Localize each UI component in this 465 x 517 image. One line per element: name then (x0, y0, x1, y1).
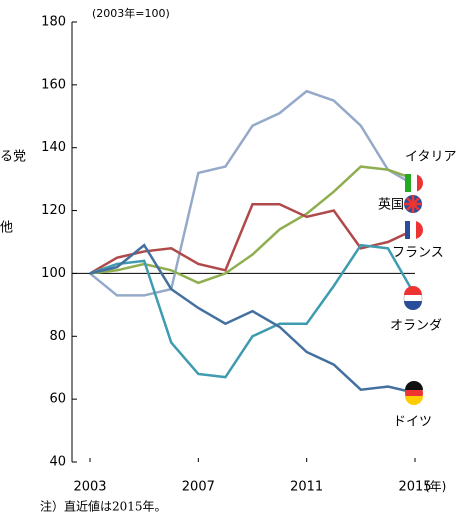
series-line (89, 89, 416, 297)
x-tick-label: 2015 (398, 480, 431, 495)
y-tick-label: 140 (41, 140, 66, 155)
flag-part (405, 174, 411, 192)
flag-part (411, 174, 417, 192)
x-unit: (年) (425, 480, 446, 494)
flag-part (410, 221, 416, 239)
y-tick-label: 40 (49, 455, 66, 470)
series-label: ドイツ (393, 415, 432, 430)
subtitle: (2003年=100) (92, 6, 170, 20)
series-line (89, 165, 416, 285)
flag-part (405, 381, 423, 390)
y-tick-label: 160 (41, 77, 66, 92)
series-line (89, 203, 416, 275)
series-line (89, 243, 416, 395)
flag-part (405, 221, 412, 239)
series-label: 英国 (378, 198, 404, 213)
y-tick-label: 120 (41, 203, 66, 218)
x-tick-label: 2003 (73, 480, 106, 495)
y-tick-label: 180 (41, 15, 66, 30)
series-label: イタリア (405, 150, 456, 165)
x-tick-label: 2007 (182, 480, 215, 495)
flag-part (404, 301, 422, 310)
series-label: オランダ (390, 319, 442, 334)
y-tick-label: 60 (49, 392, 66, 407)
y-tick-label: 100 (41, 266, 66, 281)
left-fragment: る党 (0, 150, 26, 165)
x-tick-label: 2011 (290, 480, 323, 495)
series-line (89, 243, 417, 379)
left-fragment: 他 (0, 221, 13, 236)
flag-part (404, 195, 422, 213)
flags (403, 174, 423, 405)
flag-part (405, 396, 423, 405)
flag-part (404, 286, 422, 295)
series-label: フランス (392, 246, 444, 261)
y-tick-label: 80 (49, 329, 66, 344)
footnote: 注）直近値は2015年。 (40, 499, 167, 514)
